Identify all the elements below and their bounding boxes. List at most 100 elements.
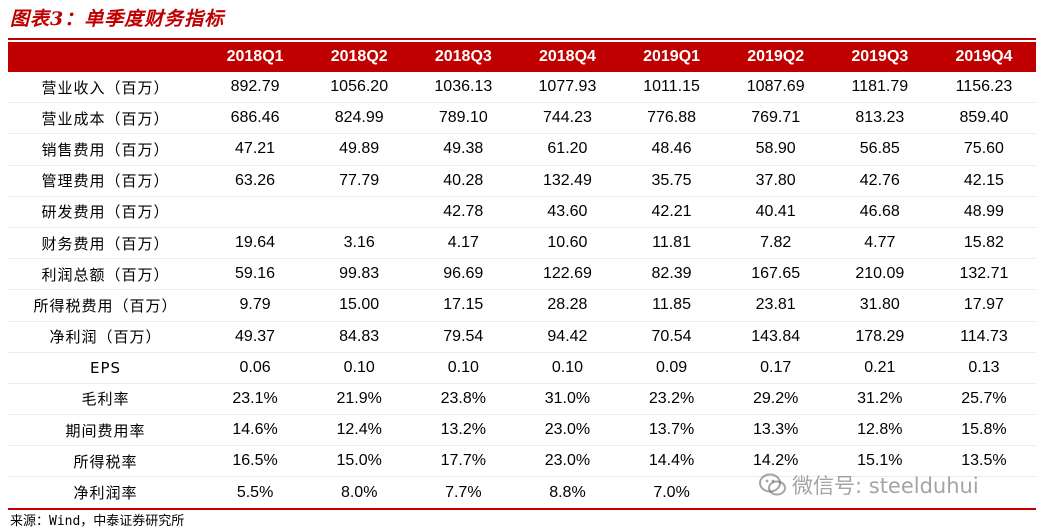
value-cell: 23.1% xyxy=(203,383,308,416)
value-cell: 23.0% xyxy=(515,445,620,478)
value-cell: 0.06 xyxy=(203,352,308,384)
value-cell: 42.78 xyxy=(411,196,516,228)
value-cell: 43.60 xyxy=(515,196,620,228)
value-cell: 0.17 xyxy=(723,352,828,384)
table-row: 所得税率 16.5% 15.0% 17.7% 23.0% 14.4% 14.2% 15.1% 1… xyxy=(8,445,1036,478)
value-cell xyxy=(931,476,1036,510)
source-note: 来源：Wind，中泰证券研究所 xyxy=(10,514,185,529)
header-period-cell: 2018Q2 xyxy=(307,42,412,72)
value-cell: 4.17 xyxy=(411,227,516,260)
table-row: 管理费用（百万） 63.26 77.79 40.28 132.49 35.75 37.80 4… xyxy=(8,165,1036,197)
value-cell: 12.4% xyxy=(307,414,412,447)
watermark: 微信号: steelduhui xyxy=(758,468,979,502)
value-cell: 63.26 xyxy=(203,165,308,197)
financial-table: 2018Q1 2018Q2 2018Q3 2018Q4 2019Q1 2019Q2 2019… xyxy=(8,42,1036,510)
value-cell: 892.79 xyxy=(203,72,308,104)
value-cell: 1077.93 xyxy=(515,72,620,104)
value-cell: 42.76 xyxy=(827,165,932,197)
value-cell: 75.60 xyxy=(931,133,1036,166)
value-cell: 13.2% xyxy=(411,414,516,447)
row-label: 所得税费用（百万） xyxy=(8,289,203,322)
value-cell xyxy=(307,196,412,228)
value-cell: 14.6% xyxy=(203,414,308,447)
value-cell: 13.5% xyxy=(931,445,1036,478)
value-cell: 686.46 xyxy=(203,102,308,135)
value-cell: 48.99 xyxy=(931,196,1036,228)
value-cell: 776.88 xyxy=(619,102,724,135)
value-cell: 1087.69 xyxy=(723,72,828,104)
value-cell: 0.13 xyxy=(931,352,1036,384)
value-cell: 13.3% xyxy=(723,414,828,447)
value-cell: 23.8% xyxy=(411,383,516,416)
row-label: 净利润（百万） xyxy=(8,321,203,353)
value-cell: 28.28 xyxy=(515,289,620,322)
value-cell: 16.5% xyxy=(203,445,308,478)
value-cell: 15.0% xyxy=(307,445,412,478)
value-cell xyxy=(203,196,308,228)
header-label-cell xyxy=(8,42,203,72)
table-row: 净利润（百万） 49.37 84.83 79.54 94.42 70.54 143.84 17… xyxy=(8,321,1036,353)
table-row: 期间费用率 14.6% 12.4% 13.2% 23.0% 13.7% 13.3% 12.8%… xyxy=(8,414,1036,447)
table-row: EPS 0.06 0.10 0.10 0.10 0.09 0.17 0.21 0.13 xyxy=(8,352,1036,384)
value-cell: 47.21 xyxy=(203,133,308,166)
value-cell: 824.99 xyxy=(307,102,412,135)
value-cell: 59.16 xyxy=(203,258,308,291)
value-cell: 0.10 xyxy=(515,352,620,384)
value-cell: 23.81 xyxy=(723,289,828,322)
value-cell: 23.0% xyxy=(515,414,620,447)
value-cell: 0.10 xyxy=(411,352,516,384)
table-row: 营业收入（百万） 892.79 1056.20 1036.13 1077.93 1011.… xyxy=(8,72,1036,104)
header-period-cell: 2019Q3 xyxy=(827,42,932,72)
value-cell: 15.00 xyxy=(307,289,412,322)
value-cell: 56.85 xyxy=(827,133,932,166)
value-cell: 8.8% xyxy=(515,476,620,510)
value-cell: 143.84 xyxy=(723,321,828,353)
value-cell: 46.68 xyxy=(827,196,932,228)
value-cell: 31.0% xyxy=(515,383,620,416)
row-label: 所得税率 xyxy=(8,445,203,478)
value-cell: 58.90 xyxy=(723,133,828,166)
value-cell: 7.0% xyxy=(619,476,724,510)
row-label: 期间费用率 xyxy=(8,414,203,447)
value-cell: 15.8% xyxy=(931,414,1036,447)
value-cell: 49.89 xyxy=(307,133,412,166)
table-row: 所得税费用（百万） 9.79 15.00 17.15 28.28 11.85 23.81 31… xyxy=(8,289,1036,322)
row-label: 财务费用（百万） xyxy=(8,227,203,260)
row-label: 研发费用（百万） xyxy=(8,196,203,228)
value-cell: 40.41 xyxy=(723,196,828,228)
value-cell: 11.85 xyxy=(619,289,724,322)
value-cell: 0.21 xyxy=(827,352,932,384)
table-body: 营业收入（百万） 892.79 1056.20 1036.13 1077.93 1011.… xyxy=(8,72,1036,510)
value-cell: 49.38 xyxy=(411,133,516,166)
value-cell: 82.39 xyxy=(619,258,724,291)
value-cell: 4.77 xyxy=(827,227,932,260)
value-cell: 40.28 xyxy=(411,165,516,197)
value-cell: 42.21 xyxy=(619,196,724,228)
value-cell: 15.1% xyxy=(827,445,932,478)
value-cell: 5.5% xyxy=(203,476,308,510)
value-cell: 0.10 xyxy=(307,352,412,384)
row-label: 利润总额（百万） xyxy=(8,258,203,291)
value-cell: 84.83 xyxy=(307,321,412,353)
value-cell: 21.9% xyxy=(307,383,412,416)
value-cell: 8.0% xyxy=(307,476,412,510)
value-cell: 10.60 xyxy=(515,227,620,260)
table-row: 财务费用（百万） 19.64 3.16 4.17 10.60 11.81 7.82 4.77 1… xyxy=(8,227,1036,260)
value-cell: 61.20 xyxy=(515,133,620,166)
watermark-text: 微信号: steelduhui xyxy=(792,474,979,498)
value-cell: 48.46 xyxy=(619,133,724,166)
value-cell: 49.37 xyxy=(203,321,308,353)
figure-title: 图表3：单季度财务指标 xyxy=(10,8,225,30)
value-cell: 31.80 xyxy=(827,289,932,322)
value-cell: 31.2% xyxy=(827,383,932,416)
wechat-icon xyxy=(759,473,786,496)
value-cell: 15.82 xyxy=(931,227,1036,260)
value-cell: 23.2% xyxy=(619,383,724,416)
value-cell: 17.97 xyxy=(931,289,1036,322)
value-cell: 42.15 xyxy=(931,165,1036,197)
value-cell: 7.82 xyxy=(723,227,828,260)
header-row: 2018Q1 2018Q2 2018Q3 2018Q4 2019Q1 2019Q2 2019… xyxy=(8,42,1036,72)
header-period-cell: 2019Q1 xyxy=(619,42,724,72)
row-label: 销售费用（百万） xyxy=(8,133,203,166)
row-label: 毛利率 xyxy=(8,383,203,416)
